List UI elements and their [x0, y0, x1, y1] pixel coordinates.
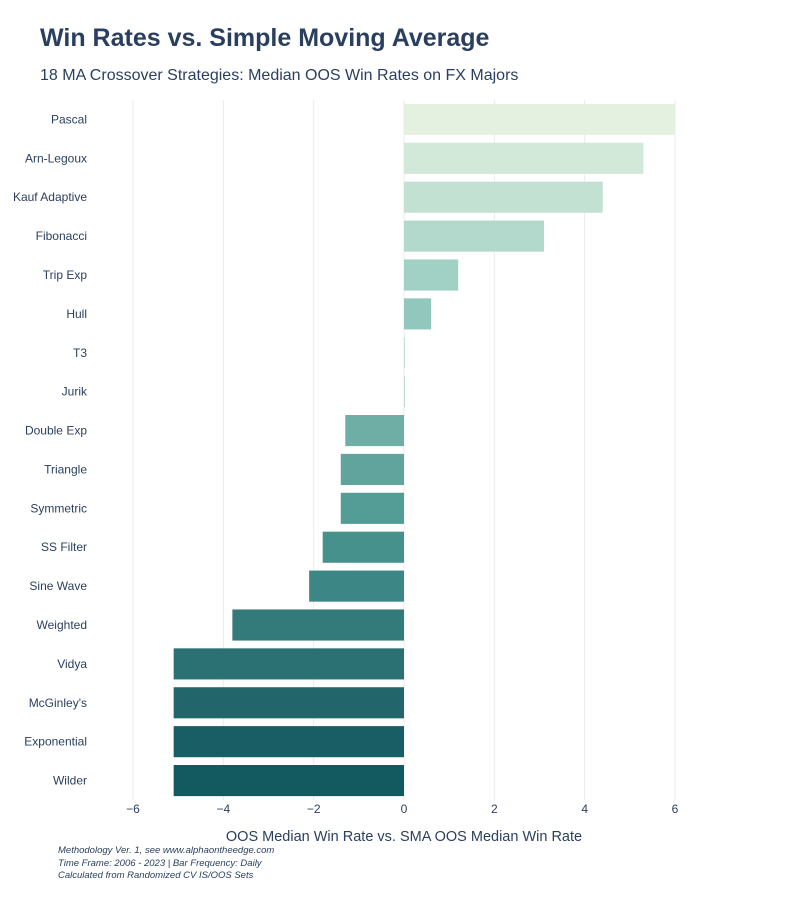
gridlines [132, 100, 676, 800]
category-label-3: Fibonacci [36, 229, 87, 243]
category-label-12: Sine Wave [29, 579, 87, 593]
bar-9 [340, 453, 404, 485]
category-label-5: Hull [66, 307, 87, 321]
x-tick-label-2: −2 [307, 802, 321, 816]
bar-2 [404, 181, 603, 213]
bar-4 [404, 259, 459, 291]
category-label-10: Symmetric [30, 501, 87, 515]
footnotes: Methodology Ver. 1, see www.alphaontheed… [58, 845, 274, 883]
bar-13 [232, 609, 404, 641]
category-label-16: Exponential [24, 735, 87, 749]
bar-12 [309, 570, 404, 602]
bar-16 [173, 726, 404, 758]
bar-14 [173, 648, 404, 680]
bar-5 [404, 298, 432, 330]
category-labels: Pascal Arn-Legoux Kauf Adaptive Fibonacci Tr… [13, 112, 88, 787]
category-label-14: Vidya [57, 657, 87, 671]
bar-7 [404, 376, 405, 408]
bar-6 [404, 337, 405, 369]
category-label-11: SS Filter [41, 540, 87, 554]
x-tick-label-5: 4 [581, 802, 588, 816]
bar-0 [404, 103, 675, 135]
chart-subtitle: 18 MA Crossover Strategies: Median OOS W… [40, 67, 519, 84]
bar-8 [345, 415, 404, 447]
bar-10 [340, 492, 404, 524]
category-label-1: Arn-Legoux [25, 151, 87, 165]
category-label-8: Double Exp [25, 424, 87, 438]
x-tick-label-1: −4 [216, 802, 230, 816]
category-label-4: Trip Exp [43, 268, 88, 282]
x-tick-label-6: 6 [672, 802, 679, 816]
bar-11 [322, 531, 404, 563]
x-tick-label-4: 2 [491, 802, 498, 816]
footnote-calculation: Calculated from Randomized CV IS/OOS Set… [58, 870, 254, 881]
bar-1 [404, 142, 644, 174]
category-label-0: Pascal [51, 112, 87, 126]
category-label-17: Wilder [53, 774, 87, 788]
category-label-7: Jurik [62, 385, 88, 399]
category-label-9: Triangle [44, 462, 87, 476]
footnote-timeframe: Time Frame: 2006 - 2023 | Bar Frequency:… [58, 857, 262, 869]
category-label-13: Weighted [37, 618, 87, 632]
bar-15 [173, 687, 404, 719]
category-label-2: Kauf Adaptive [13, 190, 87, 204]
category-label-15: McGinley's [29, 696, 87, 710]
chart-title: Win Rates vs. Simple Moving Average [40, 24, 490, 52]
bar-17 [173, 765, 404, 797]
bars-group [173, 103, 675, 797]
bar-3 [404, 220, 545, 252]
x-axis-title: OOS Median Win Rate vs. SMA OOS Median W… [226, 829, 582, 845]
x-tick-label-3: 0 [401, 802, 408, 816]
category-label-6: T3 [73, 346, 87, 360]
x-tick-labels: −6 −4 −2 0 2 4 6 [126, 802, 679, 816]
x-tick-label-0: −6 [126, 802, 140, 816]
footnote-methodology: Methodology Ver. 1, see www.alphaontheed… [58, 845, 275, 856]
